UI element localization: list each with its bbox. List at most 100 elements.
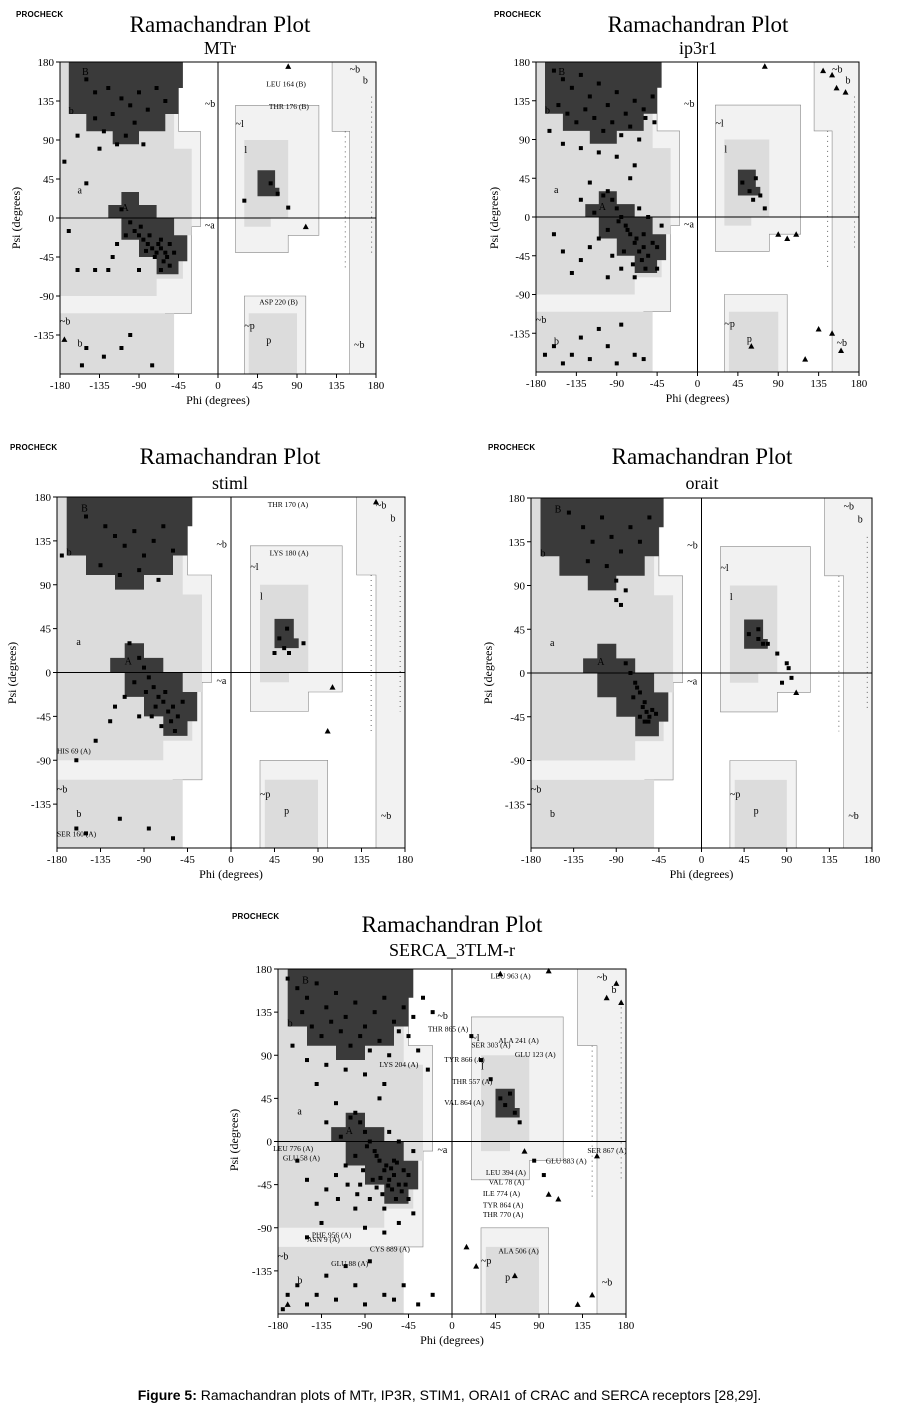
residue-point bbox=[163, 99, 168, 103]
glycine-point bbox=[302, 223, 309, 230]
glycine-point bbox=[775, 231, 782, 237]
region-label: ~b bbox=[354, 340, 364, 351]
core-region bbox=[495, 1088, 520, 1118]
x-tick-label: -45 bbox=[652, 854, 667, 866]
residue-point bbox=[587, 94, 592, 99]
residue-point bbox=[786, 666, 791, 671]
residue-point bbox=[551, 68, 556, 73]
y-tick-label: -45 bbox=[510, 712, 525, 724]
residue-point bbox=[137, 233, 141, 238]
residue-point bbox=[338, 1134, 343, 1139]
residue-point bbox=[560, 141, 565, 146]
residue-point bbox=[619, 322, 624, 327]
residue-point bbox=[156, 577, 161, 582]
residue-point bbox=[637, 690, 642, 695]
residue-point bbox=[150, 363, 155, 368]
region-label: a bbox=[78, 186, 83, 197]
x-tick-label: 45 bbox=[490, 1320, 502, 1332]
residue-point bbox=[623, 223, 628, 228]
residue-point bbox=[180, 699, 185, 704]
x-tick-label: -90 bbox=[609, 378, 624, 390]
residue-point bbox=[113, 534, 117, 538]
y-tick-label: 180 bbox=[256, 964, 273, 976]
residue-point bbox=[425, 1067, 430, 1072]
residue-point bbox=[614, 90, 619, 95]
residue-point bbox=[775, 651, 780, 656]
residue-point bbox=[153, 704, 158, 709]
x-tick-label: 90 bbox=[781, 854, 793, 866]
residue-point bbox=[644, 709, 649, 714]
region-label: ~a bbox=[205, 220, 215, 231]
residue-point bbox=[574, 120, 579, 125]
residue-annotation: TYR 866 (A) bbox=[444, 1055, 485, 1064]
x-tick-label: 135 bbox=[353, 854, 370, 866]
glycine-point bbox=[594, 1152, 600, 1159]
residue-point bbox=[498, 1096, 503, 1101]
residue-point bbox=[305, 1302, 309, 1307]
residue-annotation: THR 170 (A) bbox=[268, 500, 309, 509]
procheck-label: PROCHECK bbox=[232, 912, 280, 921]
residue-point bbox=[565, 111, 570, 116]
residue-point bbox=[146, 826, 151, 831]
residue-point bbox=[642, 700, 647, 705]
residue-point bbox=[551, 344, 556, 349]
y-tick-label: 90 bbox=[261, 1050, 273, 1062]
region-label: B bbox=[81, 504, 88, 515]
x-tick-label: -180 bbox=[268, 1320, 289, 1332]
y-tick-label: 135 bbox=[514, 96, 531, 108]
residue-point bbox=[392, 1019, 396, 1024]
glycine-point bbox=[838, 347, 845, 353]
residue-point bbox=[646, 719, 651, 724]
region-label: a bbox=[297, 1107, 302, 1118]
y-tick-label: 0 bbox=[49, 213, 55, 225]
residue-point bbox=[587, 180, 592, 185]
residue-point bbox=[137, 268, 141, 272]
residue-point bbox=[152, 255, 157, 259]
residue-point bbox=[646, 215, 651, 219]
residue-point bbox=[631, 695, 636, 700]
chart-title: Ramachandran Plot bbox=[139, 444, 321, 469]
residue-point bbox=[119, 346, 124, 350]
residue-point bbox=[541, 1173, 546, 1178]
x-tick-label: 0 bbox=[695, 378, 701, 390]
residue-point bbox=[158, 237, 163, 242]
region-label: l bbox=[724, 144, 727, 155]
residue-point bbox=[295, 1283, 300, 1288]
residue-point bbox=[652, 120, 657, 125]
residue-point bbox=[79, 363, 84, 368]
residue-point bbox=[542, 352, 547, 357]
residue-point bbox=[93, 116, 98, 121]
residue-point bbox=[751, 197, 756, 202]
residue-point bbox=[84, 181, 89, 186]
region-label: ~b bbox=[376, 501, 386, 512]
residue-point bbox=[625, 227, 630, 232]
residue-point bbox=[411, 1149, 416, 1154]
region-label: ~b bbox=[684, 99, 694, 110]
residue-point bbox=[363, 1225, 367, 1230]
x-tick-label: -45 bbox=[650, 378, 665, 390]
chart-subtitle: stiml bbox=[211, 473, 248, 493]
residue-point bbox=[334, 1173, 338, 1178]
residue-point bbox=[132, 229, 137, 233]
procheck-label: PROCHECK bbox=[16, 10, 64, 19]
region-label: ~l bbox=[471, 1033, 479, 1044]
residue-point bbox=[628, 232, 633, 237]
residue-point bbox=[93, 90, 98, 95]
residue-point bbox=[372, 1149, 377, 1154]
residue-point bbox=[285, 976, 290, 981]
residue-point bbox=[392, 1158, 396, 1163]
y-axis-label: Psi (degrees) bbox=[487, 187, 501, 249]
region-label: ~b bbox=[205, 99, 215, 110]
residue-annotation: ASP 220 (B) bbox=[259, 298, 298, 307]
region-label: b bbox=[363, 76, 368, 87]
residue-point bbox=[290, 1043, 295, 1048]
residue-point bbox=[401, 1005, 406, 1010]
region-label: ~p bbox=[724, 319, 734, 330]
region-label: ~b bbox=[381, 811, 391, 822]
residue-point bbox=[169, 719, 174, 724]
residue-point bbox=[389, 1166, 394, 1171]
glycine-point bbox=[555, 1196, 562, 1202]
ramachandran-plot: Bb a A ~b ~a ~l l p ~p ~b b ~b ~b b -180 -135 -90 -45 0 45 9… bbox=[5, 492, 414, 881]
residue-point bbox=[353, 1110, 358, 1115]
